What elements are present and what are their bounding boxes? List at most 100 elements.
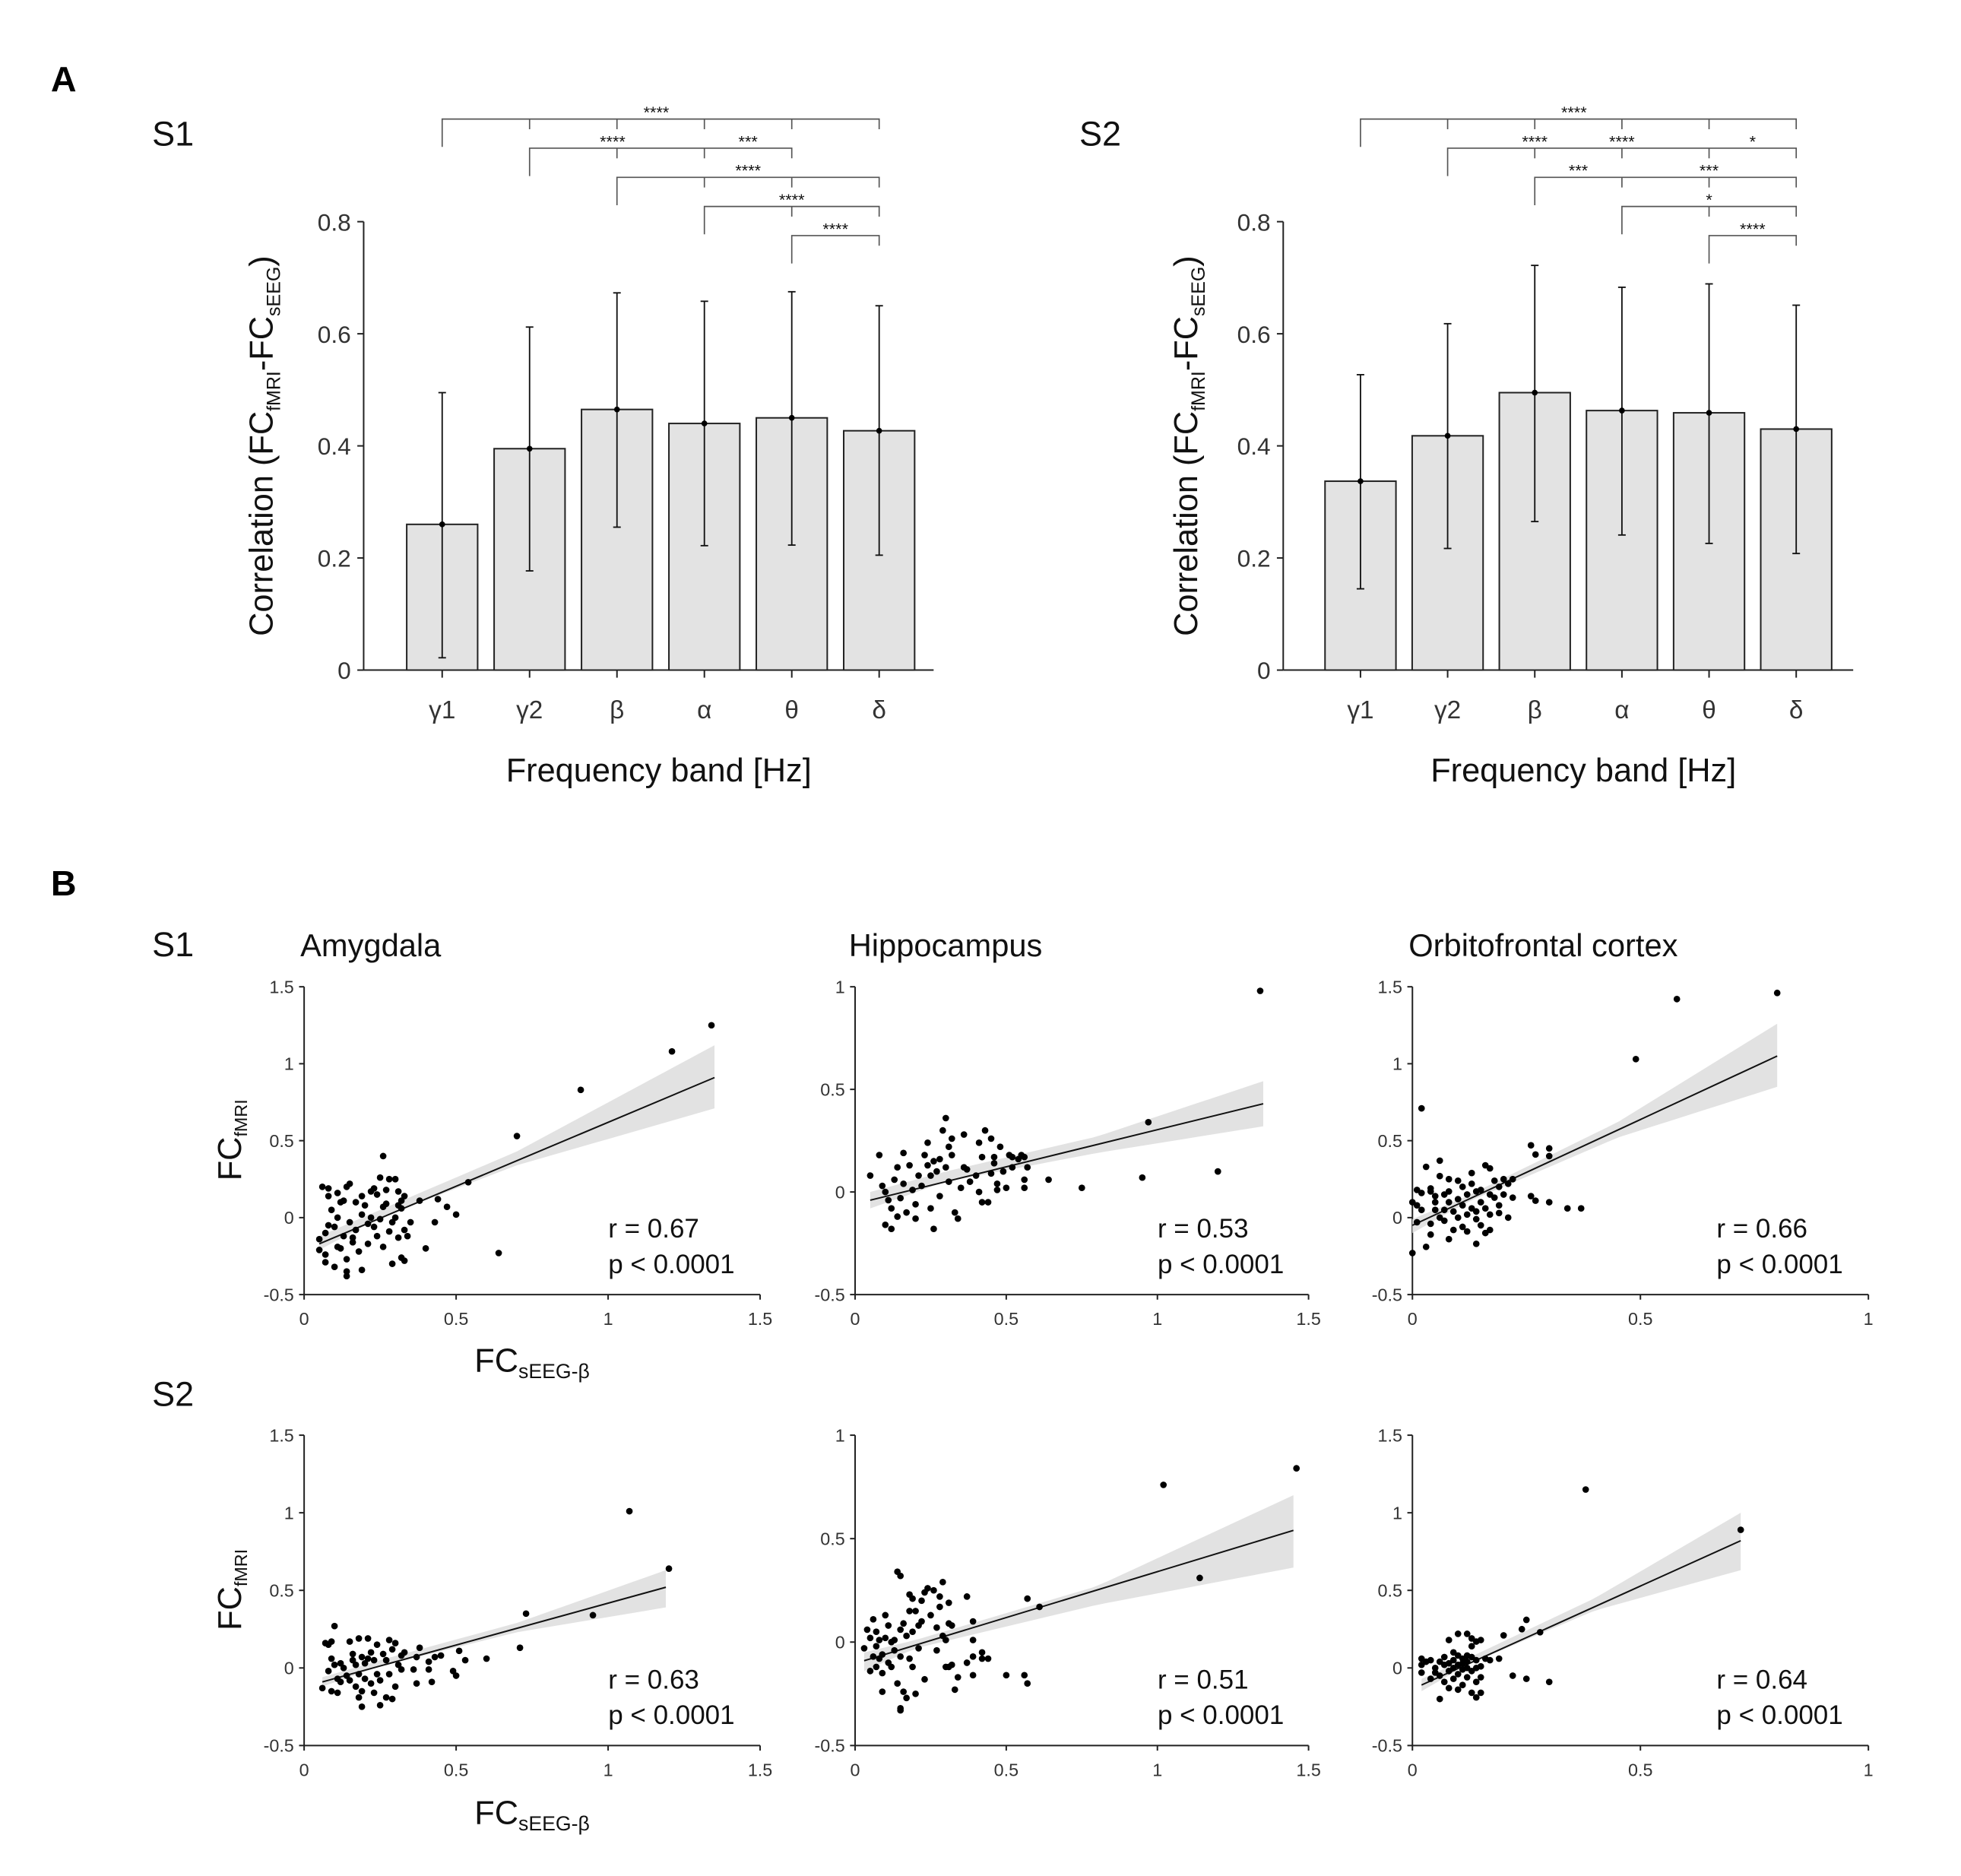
y-tick-label: 1.5 [269, 1425, 293, 1445]
data-point [404, 1232, 411, 1240]
x-tick-label: 1 [1152, 1760, 1162, 1779]
x-tick-label: 0.5 [1628, 1760, 1652, 1779]
regression-line [318, 1076, 715, 1245]
data-point [1413, 1202, 1421, 1209]
x-tick-label: 0 [1408, 1760, 1418, 1779]
data-point [996, 1143, 1004, 1151]
data-point [918, 1182, 925, 1190]
data-point [1449, 1656, 1457, 1664]
correlation-r: r = 0.63 [608, 1665, 699, 1694]
data-point [1472, 1678, 1480, 1685]
data-point [1139, 1174, 1146, 1181]
data-point [516, 1644, 524, 1652]
data-point [379, 1152, 387, 1160]
significance-label: **** [735, 161, 761, 180]
y-tick-label: 0 [835, 1182, 845, 1202]
data-point [900, 1180, 907, 1187]
correlation-r: r = 0.64 [1716, 1665, 1807, 1694]
data-point [873, 1663, 880, 1671]
data-point [1454, 1196, 1462, 1203]
data-point [1472, 1215, 1480, 1223]
data-point [358, 1193, 366, 1199]
p-value: p < 0.0001 [1158, 1700, 1284, 1730]
data-point [891, 1646, 898, 1654]
data-point [352, 1683, 360, 1691]
data-point [398, 1652, 405, 1659]
data-point [349, 1234, 356, 1241]
correlation-r: r = 0.67 [608, 1214, 699, 1244]
data-point [942, 1637, 949, 1643]
data-point [416, 1197, 423, 1204]
data-point [1577, 1205, 1585, 1212]
data-point [1454, 1652, 1462, 1659]
data-point [873, 1628, 880, 1635]
data-point [391, 1175, 399, 1183]
scatter-s1-orbitofrontal-cortex: -0.5 0 0.5 1 1.5 0 0.5 1 r = 0.66 p < 0.0001 [1372, 977, 1874, 1329]
y-tick-label: 0 [284, 1659, 294, 1678]
data-point [391, 1683, 399, 1691]
significance-bracket: **** *** [528, 132, 793, 176]
y-tick-label: 0 [284, 1208, 294, 1228]
data-point [331, 1223, 338, 1231]
data-point [1436, 1157, 1443, 1165]
data-point [495, 1250, 502, 1256]
data-point [315, 1235, 323, 1243]
y-tick-label: 0.5 [269, 1581, 293, 1601]
x-tick-label: 1.5 [748, 1760, 772, 1779]
significance-label: *** [1700, 161, 1719, 180]
data-point [1078, 1184, 1085, 1192]
data-point [665, 1565, 673, 1572]
data-point [1477, 1637, 1484, 1643]
data-point [358, 1703, 366, 1710]
data-point [960, 1131, 968, 1138]
data-point [915, 1645, 922, 1652]
data-point [410, 1665, 417, 1673]
data-point [906, 1655, 913, 1662]
data-point [870, 1615, 877, 1623]
x-tick-label: δ [1789, 696, 1804, 724]
data-point [464, 1178, 472, 1186]
data-point [1468, 1643, 1475, 1650]
data-point [376, 1174, 384, 1181]
significance-bracket: **** [790, 219, 880, 264]
data-point [1145, 1119, 1152, 1126]
data-point [1449, 1675, 1457, 1682]
y-tick-label: 1.5 [1377, 977, 1402, 997]
data-point [1468, 1169, 1475, 1177]
data-point [449, 1668, 457, 1675]
data-point [1500, 1632, 1507, 1639]
data-point [343, 1256, 350, 1263]
data-point [431, 1653, 439, 1661]
data-point [918, 1597, 925, 1605]
data-point [425, 1665, 432, 1673]
y-tick-label: 0 [1257, 657, 1271, 684]
p-value: p < 0.0001 [1716, 1700, 1842, 1730]
y-tick-label: -0.5 [264, 1736, 294, 1756]
data-point [1527, 1142, 1535, 1149]
significance-label: *** [739, 132, 759, 151]
charts-layer: 00.20.40.60.8γ1 γ2 β α θ δ******** ***********… [264, 103, 1874, 1779]
data-point [909, 1628, 916, 1635]
data-point [1477, 1187, 1484, 1193]
x-tick-label: 1 [1864, 1760, 1874, 1779]
data-point [1418, 1104, 1425, 1112]
data-point [870, 1653, 877, 1660]
data-point [1532, 1197, 1539, 1204]
panel-label-a: A [51, 59, 77, 99]
y-tick-label: 1 [1392, 1054, 1402, 1074]
mean-point [526, 445, 533, 452]
significance-label: **** [600, 132, 626, 151]
x-tick-label: 0 [299, 1309, 309, 1329]
data-point [963, 1166, 971, 1173]
data-point [945, 1143, 952, 1151]
data-point [1463, 1652, 1471, 1659]
data-point [343, 1272, 350, 1280]
data-point [1024, 1595, 1031, 1602]
x-tick-label: α [1614, 696, 1629, 724]
data-point [939, 1578, 946, 1586]
significance-label: **** [822, 219, 848, 238]
data-point [1518, 1625, 1525, 1633]
p-value: p < 0.0001 [608, 1250, 734, 1279]
data-point [1545, 1678, 1553, 1685]
